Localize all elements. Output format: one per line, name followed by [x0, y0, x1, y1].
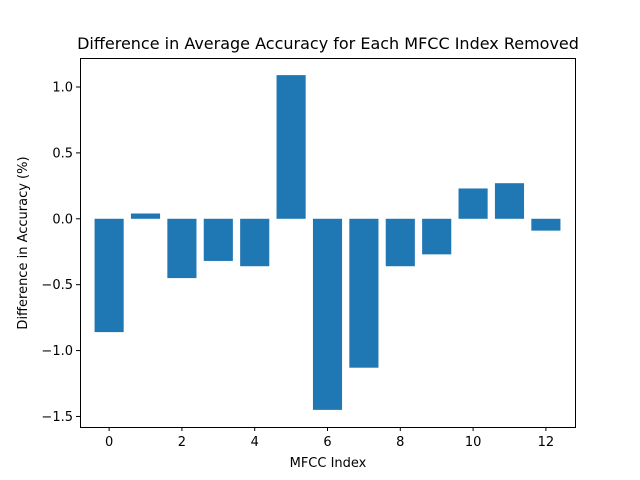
bar-mfcc-10	[458, 188, 488, 219]
x-axis-label: MFCC Index	[290, 456, 367, 471]
bar-mfcc-6	[312, 218, 343, 410]
x-axis-ticks: 0 2 4 6 8 10 12	[105, 427, 554, 450]
bar-mfcc-9	[422, 218, 452, 255]
bar-mfcc-8	[385, 218, 415, 267]
y-tick-label: −0.5	[41, 278, 73, 293]
bar-mfcc-11	[494, 183, 525, 219]
x-tick-label: 6	[323, 435, 331, 450]
y-tick-label: 0.0	[52, 212, 73, 227]
y-tick-label: −1.0	[41, 344, 73, 359]
y-tick-label: 1.0	[52, 80, 73, 95]
bar-mfcc-0	[94, 218, 124, 333]
bar-mfcc-4	[240, 218, 270, 267]
bars-group	[94, 75, 561, 410]
bar-mfcc-3	[203, 218, 233, 261]
x-tick-label: 2	[178, 435, 186, 450]
bar-mfcc-2	[167, 218, 197, 279]
x-tick-label: 4	[251, 435, 259, 450]
bar-mfcc-7	[349, 218, 379, 368]
bar-mfcc-5	[276, 75, 306, 219]
y-tick-label: −1.5	[41, 410, 73, 425]
y-axis-label: Difference in Accuracy (%)	[16, 156, 31, 329]
x-tick-label: 8	[396, 435, 404, 450]
x-tick-label: 12	[538, 435, 555, 450]
y-tick-label: 0.5	[52, 146, 73, 161]
x-tick-label: 10	[465, 435, 482, 450]
x-tick-label: 0	[105, 435, 113, 450]
chart-title: Difference in Average Accuracy for Each …	[77, 34, 579, 53]
bar-mfcc-12	[531, 218, 561, 231]
plot-frame	[80, 58, 576, 428]
y-axis-ticks: −1.5 −1.0 −0.5 0.0 0.5 1.0	[41, 80, 80, 425]
bar-mfcc-1	[130, 213, 161, 219]
